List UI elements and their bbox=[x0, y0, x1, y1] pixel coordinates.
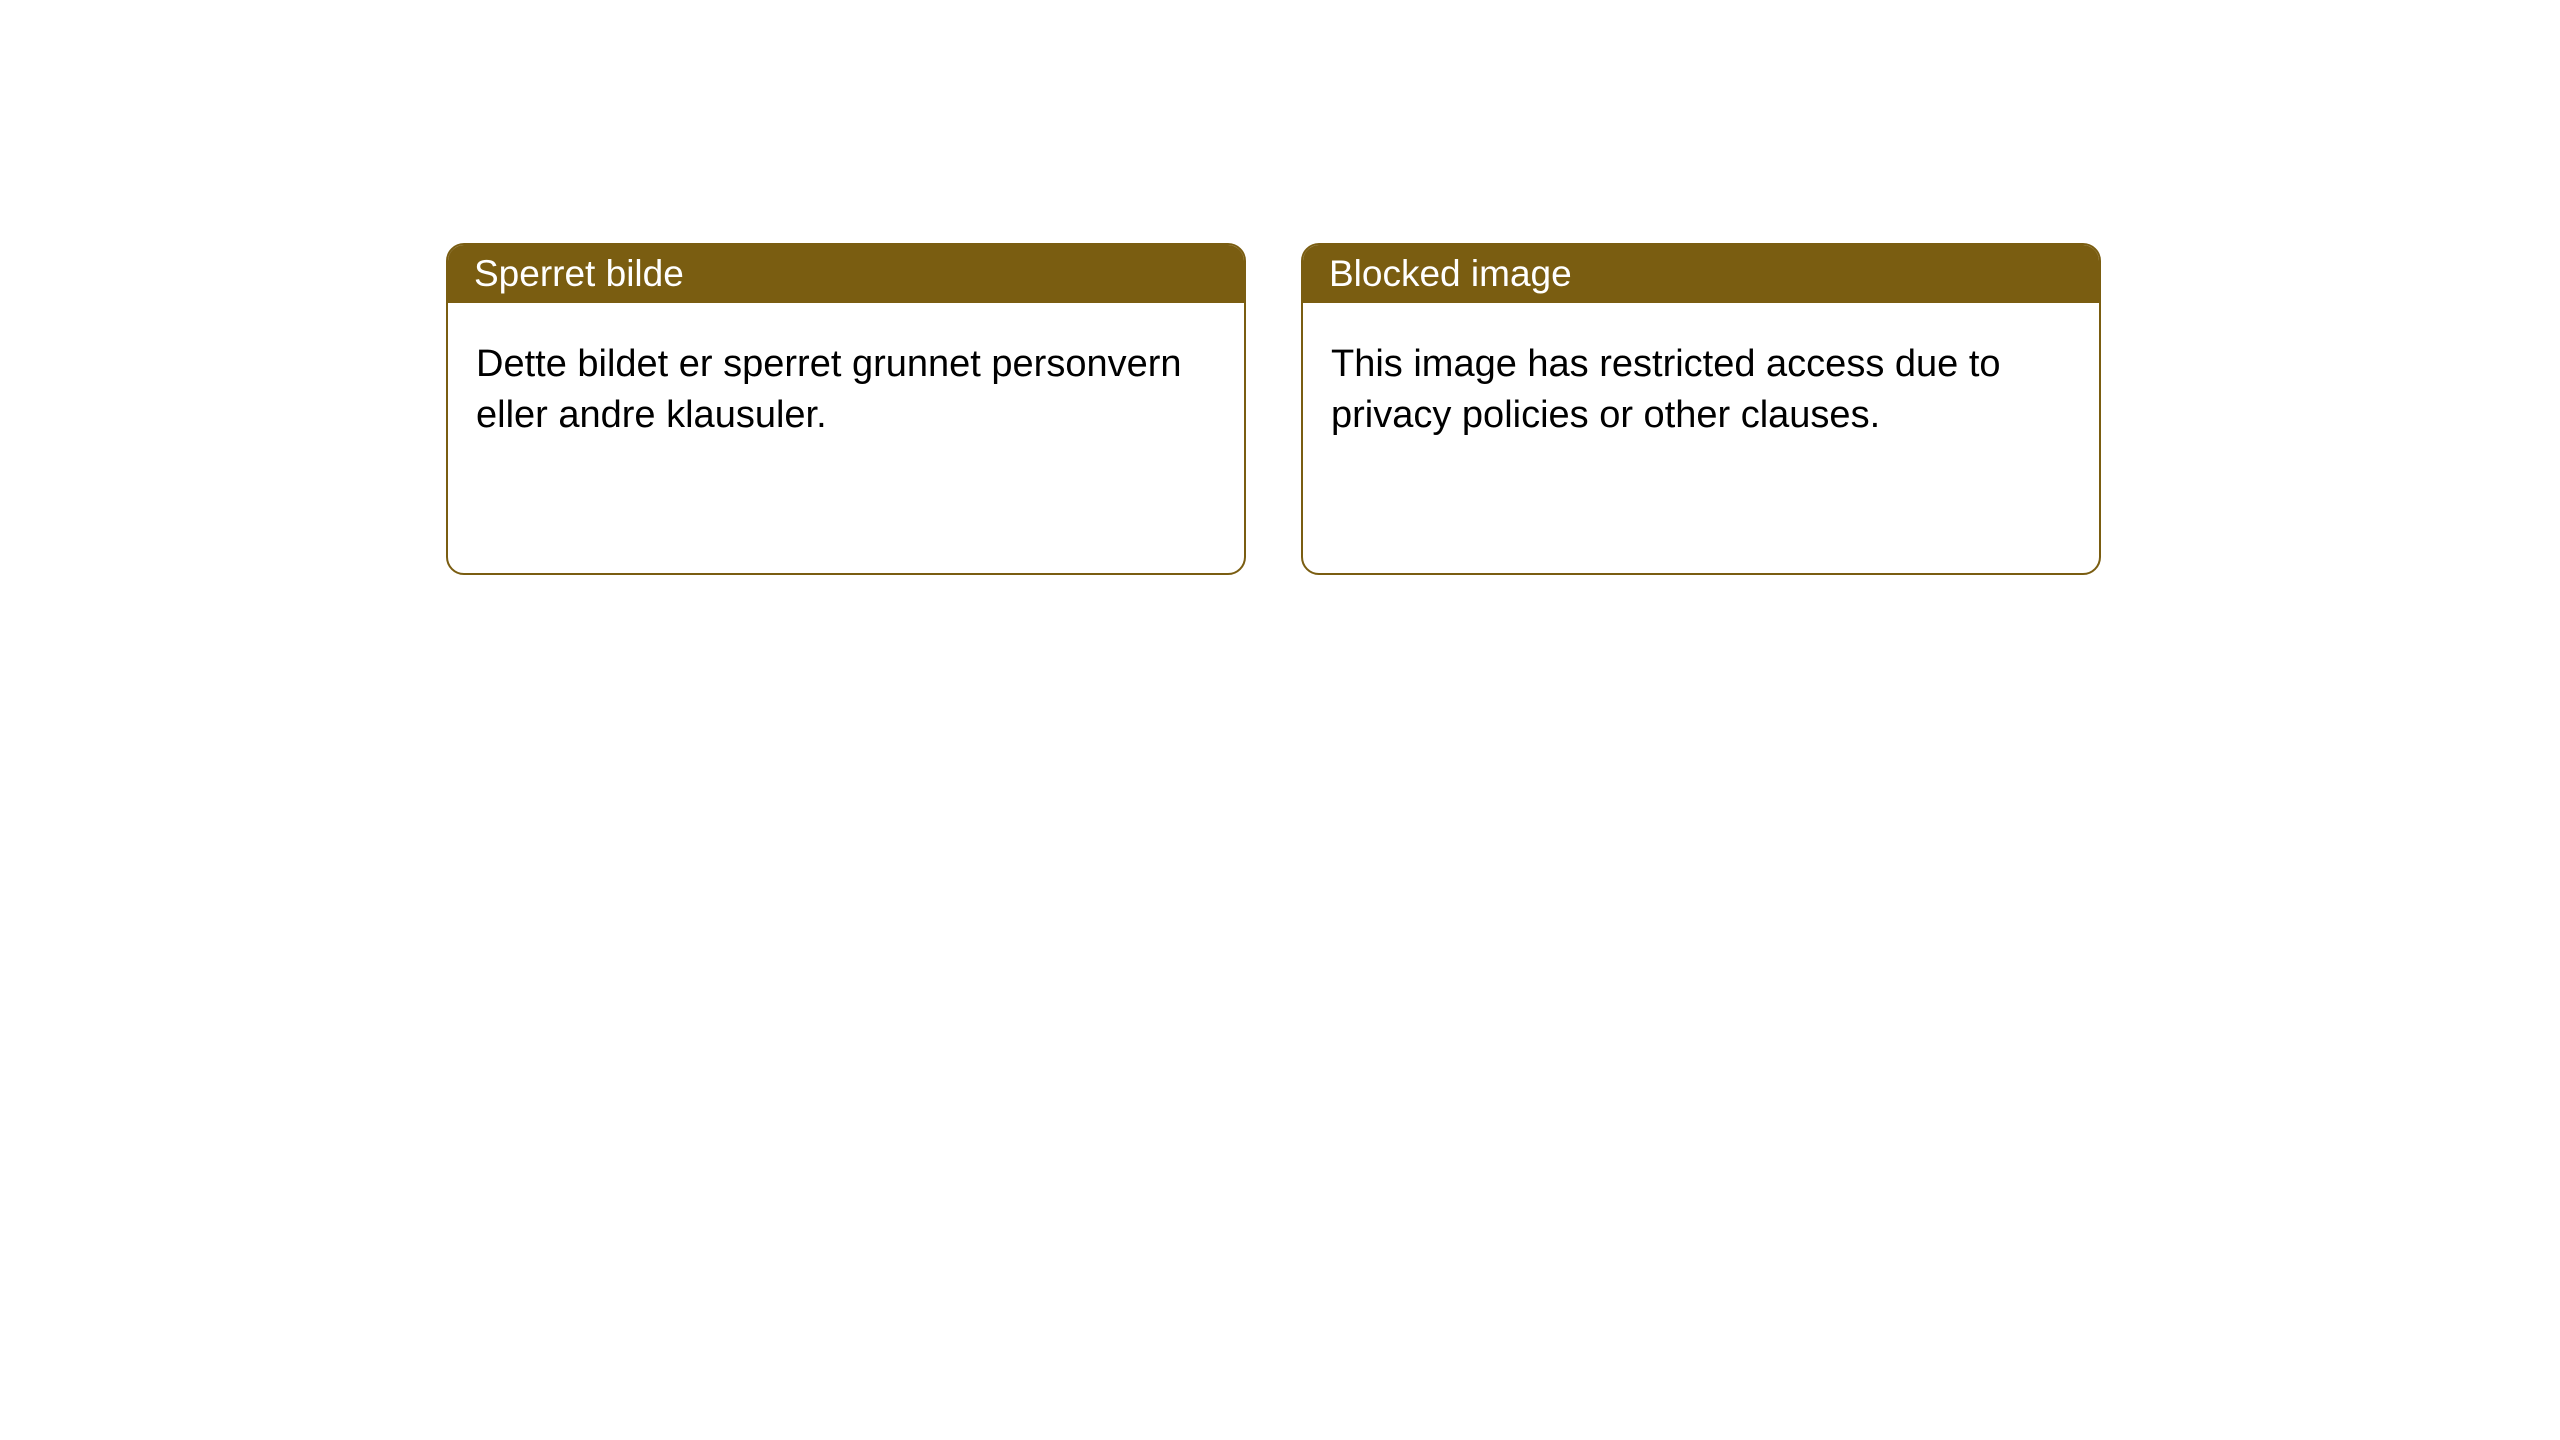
card-title: Blocked image bbox=[1329, 253, 1572, 295]
notice-card-english: Blocked image This image has restricted … bbox=[1301, 243, 2101, 575]
card-body: This image has restricted access due to … bbox=[1303, 303, 2099, 477]
notice-card-norwegian: Sperret bilde Dette bildet er sperret gr… bbox=[446, 243, 1246, 575]
card-header: Sperret bilde bbox=[448, 245, 1244, 303]
card-message: This image has restricted access due to … bbox=[1331, 343, 2001, 436]
card-header: Blocked image bbox=[1303, 245, 2099, 303]
card-message: Dette bildet er sperret grunnet personve… bbox=[476, 343, 1182, 436]
card-body: Dette bildet er sperret grunnet personve… bbox=[448, 303, 1244, 477]
notice-container: Sperret bilde Dette bildet er sperret gr… bbox=[0, 0, 2560, 575]
card-title: Sperret bilde bbox=[474, 253, 684, 295]
